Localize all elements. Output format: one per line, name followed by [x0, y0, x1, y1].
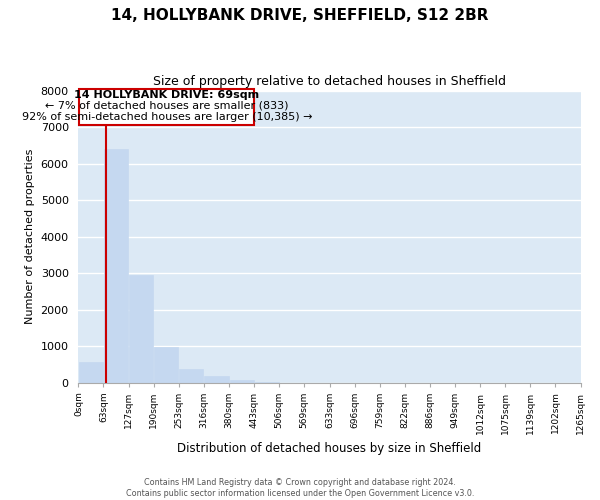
Text: 92% of semi-detached houses are larger (10,385) →: 92% of semi-detached houses are larger (…	[22, 112, 312, 122]
Text: 14 HOLLYBANK DRIVE: 69sqm: 14 HOLLYBANK DRIVE: 69sqm	[74, 90, 259, 101]
Y-axis label: Number of detached properties: Number of detached properties	[25, 149, 35, 324]
FancyBboxPatch shape	[79, 88, 254, 125]
Bar	[129, 275, 154, 382]
Bar	[230, 380, 254, 382]
Bar	[104, 149, 128, 382]
Text: ← 7% of detached houses are smaller (833): ← 7% of detached houses are smaller (833…	[45, 100, 289, 110]
Bar	[79, 362, 103, 382]
Bar	[154, 347, 178, 382]
X-axis label: Distribution of detached houses by size in Sheffield: Distribution of detached houses by size …	[178, 442, 482, 455]
Title: Size of property relative to detached houses in Sheffield: Size of property relative to detached ho…	[153, 75, 506, 88]
Bar	[204, 376, 229, 382]
Bar	[179, 368, 203, 382]
Text: Contains HM Land Registry data © Crown copyright and database right 2024.
Contai: Contains HM Land Registry data © Crown c…	[126, 478, 474, 498]
Text: 14, HOLLYBANK DRIVE, SHEFFIELD, S12 2BR: 14, HOLLYBANK DRIVE, SHEFFIELD, S12 2BR	[111, 8, 489, 22]
